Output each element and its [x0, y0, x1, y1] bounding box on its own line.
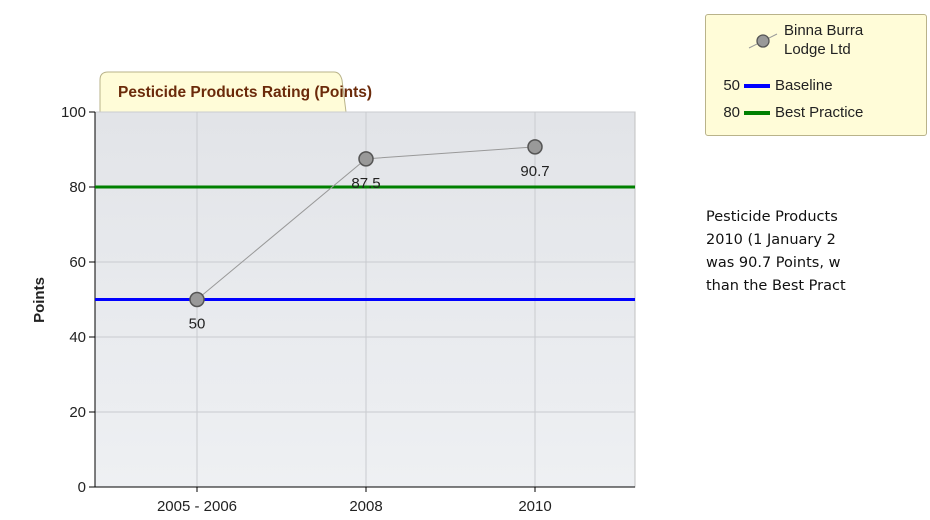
y-tick-label: 20 [69, 404, 86, 421]
data-point [358, 151, 374, 167]
legend-label: Baseline [775, 77, 833, 94]
description-line: than the Best Pract [706, 278, 846, 294]
y-tick-label: 60 [69, 254, 86, 271]
legend-item: 50 Baseline [700, 77, 833, 94]
description-line: was 90.7 Points, w [706, 255, 841, 271]
data-label: 50 [189, 316, 206, 333]
chart-title: Pesticide Products Rating (Points) [118, 84, 372, 101]
description-line: Pesticide Products [706, 209, 838, 225]
y-tick-label: 80 [69, 179, 86, 196]
legend-value: 50 [723, 77, 740, 94]
legend-item: 80 Best Practice [700, 104, 863, 121]
legend: Binna Burra Lodge Ltd 50 Baseline 80 Best Pr… [705, 14, 927, 136]
data-label: 90.7 [520, 163, 549, 180]
y-tick-label: 40 [69, 329, 86, 346]
data-label: 87.5 [351, 175, 380, 192]
x-tick-label: 2010 [518, 498, 551, 515]
legend-item: Binna Burra Lodge Ltd [746, 21, 876, 59]
legend-swatch [744, 110, 770, 115]
y-axis-label: Points [31, 277, 48, 323]
legend-label: Best Practice [775, 104, 864, 121]
y-tick-label: 100 [61, 104, 86, 121]
legend-icon [748, 33, 778, 49]
y-tick-label: 0 [78, 479, 86, 496]
legend-label: Binna Burra Lodge Ltd [784, 22, 864, 58]
legend-value: 80 [723, 104, 740, 121]
description-line: 2010 (1 January 2 [706, 232, 836, 248]
description: Pesticide Products 2010 (1 January 2 was 9… [706, 206, 930, 298]
legend-marker [756, 34, 770, 48]
title-tab [99, 71, 347, 113]
chart: Pesticide Products Rating (Points) Point… [31, 71, 636, 515]
data-point [527, 139, 543, 155]
x-tick-label: 2008 [349, 498, 382, 515]
legend-swatch [744, 83, 770, 88]
x-tick-label: 2005 - 2006 [157, 498, 237, 515]
data-point [189, 291, 205, 308]
